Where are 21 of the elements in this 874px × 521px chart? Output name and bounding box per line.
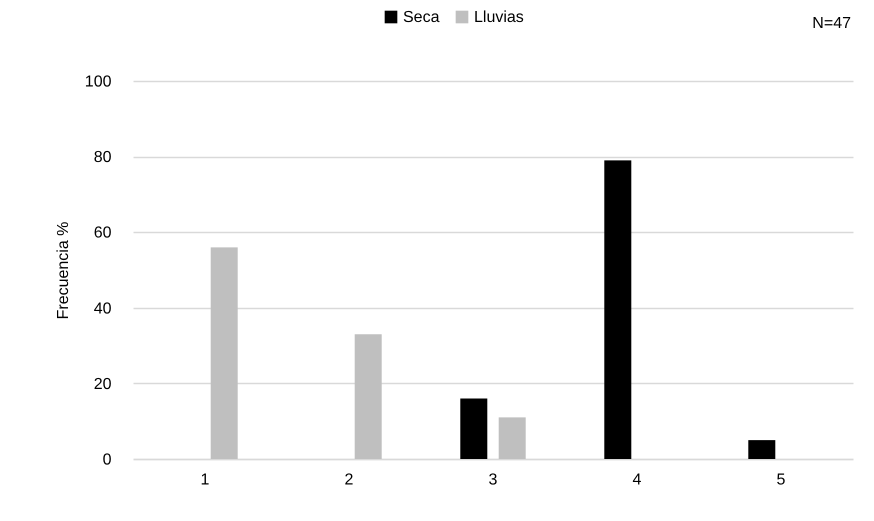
x-tick-label: 3 <box>488 472 498 488</box>
y-tick-label: 40 <box>94 300 112 318</box>
bar <box>354 334 382 459</box>
y-tick-label: 80 <box>94 149 112 166</box>
bar <box>460 398 488 459</box>
bar <box>498 417 526 459</box>
bar <box>604 160 632 459</box>
x-tick-label: 4 <box>632 472 642 488</box>
y-tick-label: 20 <box>94 376 112 393</box>
y-tick-label: 100 <box>84 74 112 90</box>
x-tick-label: 1 <box>200 472 210 488</box>
x-tick-label: 2 <box>344 472 354 488</box>
legend-label: Lluvias <box>474 9 524 26</box>
y-tick-label: 0 <box>102 452 112 468</box>
bar <box>748 440 776 459</box>
bar <box>210 247 238 459</box>
text: N=47 <box>812 15 852 32</box>
legend-label: Seca <box>403 9 440 26</box>
y-tick-label: 60 <box>94 224 112 242</box>
y-axis-title: Frecuencia % <box>54 222 72 320</box>
x-tick-label: 5 <box>776 472 786 488</box>
